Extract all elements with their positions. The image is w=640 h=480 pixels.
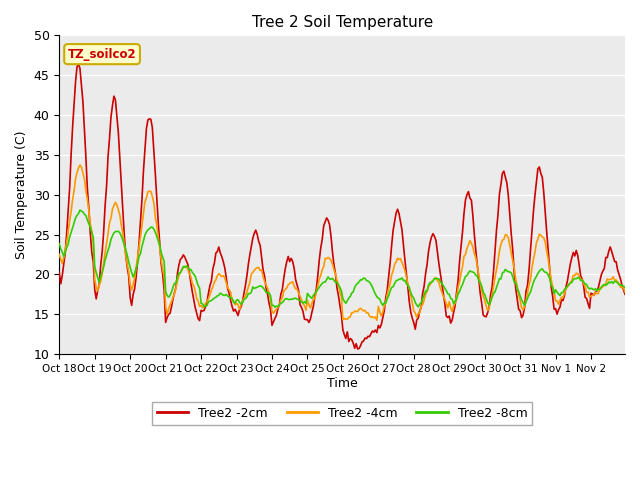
Title: Tree 2 Soil Temperature: Tree 2 Soil Temperature — [252, 15, 433, 30]
Text: TZ_soilco2: TZ_soilco2 — [68, 48, 136, 60]
X-axis label: Time: Time — [327, 377, 358, 390]
Legend: Tree2 -2cm, Tree2 -4cm, Tree2 -8cm: Tree2 -2cm, Tree2 -4cm, Tree2 -8cm — [152, 402, 532, 425]
Y-axis label: Soil Temperature (C): Soil Temperature (C) — [15, 131, 28, 259]
